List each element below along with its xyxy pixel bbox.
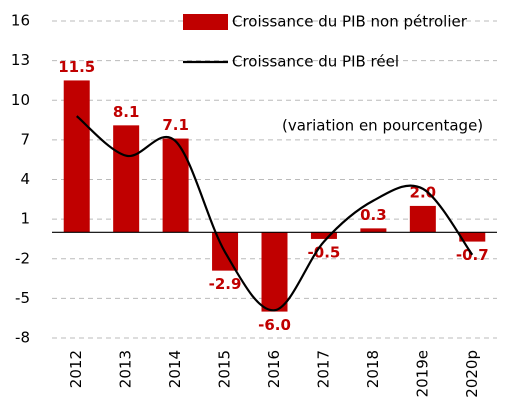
x-tick-label: 2016 <box>265 350 283 388</box>
x-tick-label: 2017 <box>314 350 332 388</box>
value-label: -2.9 <box>209 275 242 293</box>
value-label: -0.5 <box>308 243 341 261</box>
value-label: 2.0 <box>410 183 437 201</box>
value-label: 11.5 <box>58 58 95 76</box>
y-tick-label: -2 <box>15 249 30 267</box>
x-tick-label: 2014 <box>166 350 184 388</box>
value-label: -0.7 <box>456 246 489 264</box>
bar <box>360 228 387 233</box>
x-tick-label: 2019e <box>413 350 431 397</box>
y-tick-label: -8 <box>15 329 30 347</box>
bar <box>113 125 140 233</box>
bar <box>261 232 288 312</box>
legend-label: Croissance du PIB réel <box>232 53 399 71</box>
x-tick-label: 2018 <box>364 350 382 388</box>
bar <box>409 205 436 233</box>
y-tick-label: 16 <box>11 12 30 30</box>
y-tick-label: 13 <box>11 51 30 69</box>
legend-swatch <box>183 14 228 30</box>
x-tick-label: 2015 <box>216 350 234 388</box>
y-tick-label: 10 <box>11 91 30 109</box>
x-tick-label: 2013 <box>117 350 135 388</box>
value-label: 7.1 <box>162 116 189 134</box>
y-tick-label: 1 <box>20 210 30 228</box>
legend-label: Croissance du PIB non pétrolier <box>232 13 468 31</box>
y-tick-label: -5 <box>15 289 30 307</box>
value-label: -6.0 <box>258 316 291 334</box>
bar <box>310 232 337 239</box>
x-tick-label: 2020p <box>463 350 481 398</box>
x-tick-label: 2012 <box>67 350 85 388</box>
value-label: 8.1 <box>113 103 140 121</box>
bar <box>459 232 486 242</box>
y-tick-label: 7 <box>20 130 30 148</box>
y-tick-label: 4 <box>20 170 30 188</box>
line <box>76 115 474 312</box>
bar <box>63 80 90 233</box>
value-label: 0.3 <box>360 206 387 224</box>
annotation: (variation en pourcentage) <box>282 117 483 135</box>
